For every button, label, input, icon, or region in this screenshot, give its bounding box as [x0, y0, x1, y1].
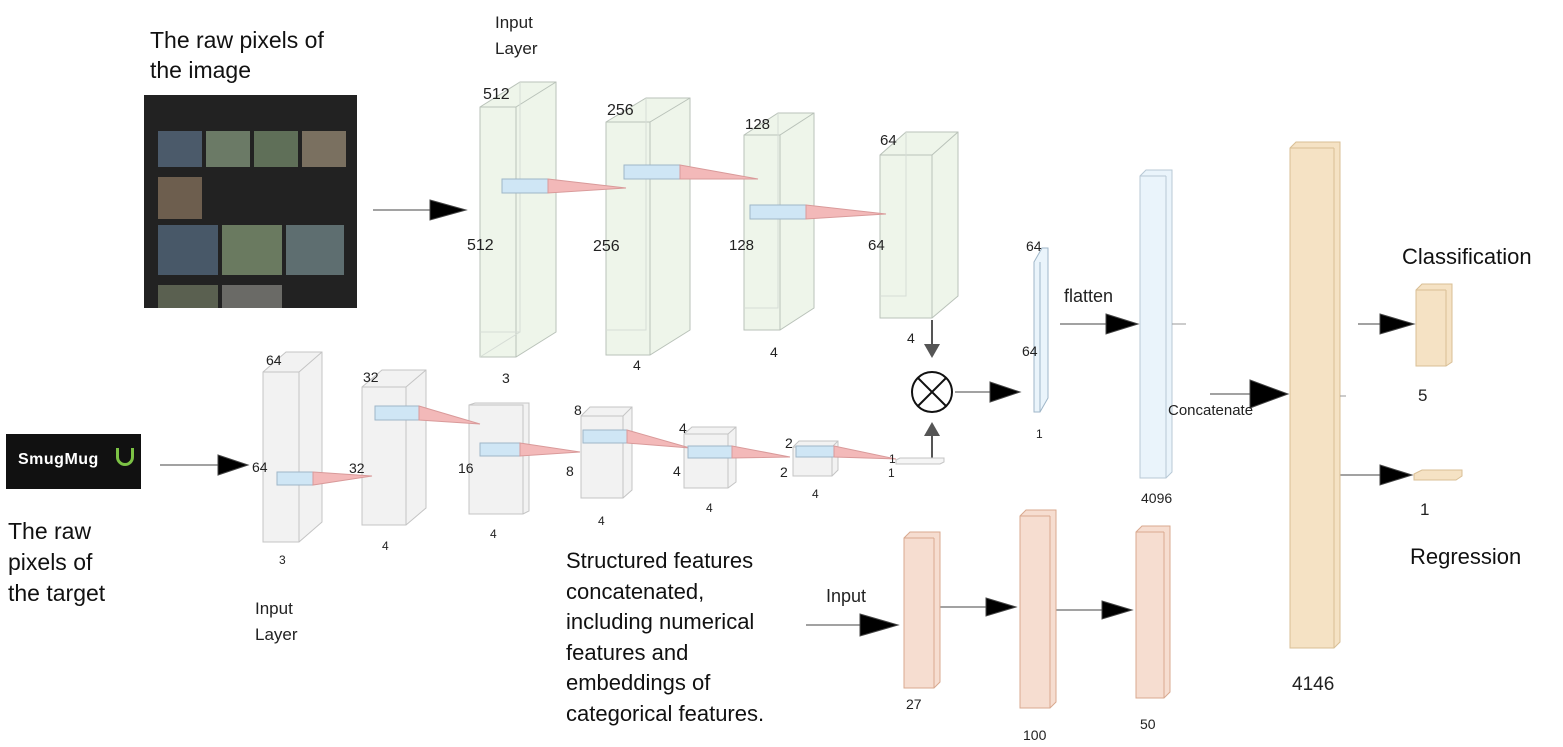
arrow-100-to-50 [1101, 600, 1134, 620]
target-conv-block-4 [580, 406, 633, 499]
multiply-node [911, 371, 953, 413]
struct-dense-50 [1135, 525, 1171, 699]
flatten-units: 4096 [1141, 490, 1173, 506]
target-conv-block-1 [262, 351, 323, 543]
dense-4096 [1139, 169, 1186, 479]
img-block4-top: 64 [880, 132, 897, 149]
img-block4-depth: 4 [907, 330, 915, 346]
tgt-block5-top: 4 [679, 420, 687, 436]
struct-input-label: Input [826, 586, 867, 606]
img-block1-depth: 3 [502, 370, 510, 386]
target-end-slab [895, 457, 945, 465]
image-cnn-branch [479, 81, 959, 358]
tgt-block3-side: 16 [458, 460, 474, 476]
target-conv-block-3 [468, 402, 530, 515]
merged-top: 64 [1026, 238, 1042, 254]
tgt-block6-side: 2 [780, 464, 788, 480]
merged-slab [1033, 247, 1049, 413]
target-raw-caption: The raw pixels of the target [8, 518, 106, 606]
flatten-label: flatten [1064, 286, 1114, 306]
regression-label: Regression [1410, 544, 1522, 569]
target-cnn-branch [262, 351, 945, 543]
struct-units-50: 50 [1140, 716, 1156, 732]
class-units: 5 [1418, 386, 1428, 405]
img-block1-top: 512 [483, 86, 510, 103]
target-logo-image: SmugMug [6, 434, 141, 489]
logo-text: SmugMug [18, 451, 99, 468]
arrow-to-classification [1379, 313, 1416, 335]
merged-depth: 1 [1036, 427, 1043, 441]
tgt-block2-side: 32 [349, 460, 365, 476]
arrow-to-regression [1379, 464, 1414, 486]
tgt-block2-depth: 4 [382, 539, 389, 553]
tgt-block4-top: 8 [574, 402, 582, 418]
struct-dense-27 [903, 531, 941, 689]
structured-features-caption: Structured features concatenated, includ… [566, 548, 765, 726]
input-layer-top-label: Input Layer [495, 13, 538, 58]
tgt-block5-side: 4 [673, 463, 681, 479]
img-block3-depth: 4 [770, 344, 778, 360]
output-regression [1413, 469, 1463, 481]
image-conv-block-1 [479, 81, 557, 358]
img-block1-side: 512 [467, 237, 494, 254]
dense-4146 [1289, 141, 1346, 649]
logo-mark-icon [116, 448, 134, 466]
image-kernels [501, 164, 887, 220]
image-raw-caption: The raw pixels of the image [150, 27, 324, 83]
image-conv-block-4 [879, 131, 959, 319]
arrows [160, 199, 1416, 637]
img-block2-top: 256 [607, 102, 634, 119]
img-block2-depth: 4 [633, 357, 641, 373]
img-block2-side: 256 [593, 238, 620, 255]
image-conv-block-2 [605, 97, 691, 356]
tgt-block6-top: 2 [785, 435, 793, 451]
arrow-flatten [1105, 313, 1140, 335]
img-block3-top: 128 [745, 116, 771, 133]
tgt-block1-depth: 3 [279, 553, 286, 567]
tgt-block1-top: 64 [266, 352, 282, 368]
classification-label: Classification [1402, 244, 1532, 269]
tgt-block4-depth: 4 [598, 514, 605, 528]
concat-units: 4146 [1292, 674, 1335, 695]
tgt-block3-depth: 4 [490, 527, 497, 541]
arrow-struct-input [859, 613, 900, 637]
tgt-block5-depth: 4 [706, 501, 713, 515]
tgt-end-label-1: 1 [889, 452, 896, 466]
tgt-end-label-2: 1 [888, 466, 895, 480]
tgt-block2-top: 32 [363, 369, 379, 385]
output-classification [1415, 283, 1453, 367]
image-conv-block-3 [743, 112, 815, 331]
arrow-concatenate [1249, 379, 1290, 409]
concatenate-label: Concatenate [1168, 402, 1254, 419]
arrow-multiply-to-merged [989, 381, 1022, 403]
reg-units: 1 [1420, 500, 1430, 519]
arrow-27-to-100 [985, 597, 1018, 617]
tgt-block6-depth: 4 [812, 487, 819, 501]
target-conv-block-2 [361, 369, 427, 526]
target-kernels [276, 405, 897, 486]
input-layer-bottom-label: Input Layer [255, 599, 298, 644]
struct-units-100: 100 [1023, 727, 1047, 743]
img-block4-side: 64 [868, 237, 885, 254]
merged-side: 64 [1022, 343, 1038, 359]
tgt-block1-side: 64 [252, 459, 268, 475]
image-thumbnail [144, 95, 357, 308]
struct-dense-100 [1019, 509, 1057, 709]
struct-units-27: 27 [906, 696, 922, 712]
tgt-block4-side: 8 [566, 463, 574, 479]
img-block3-side: 128 [729, 237, 755, 254]
